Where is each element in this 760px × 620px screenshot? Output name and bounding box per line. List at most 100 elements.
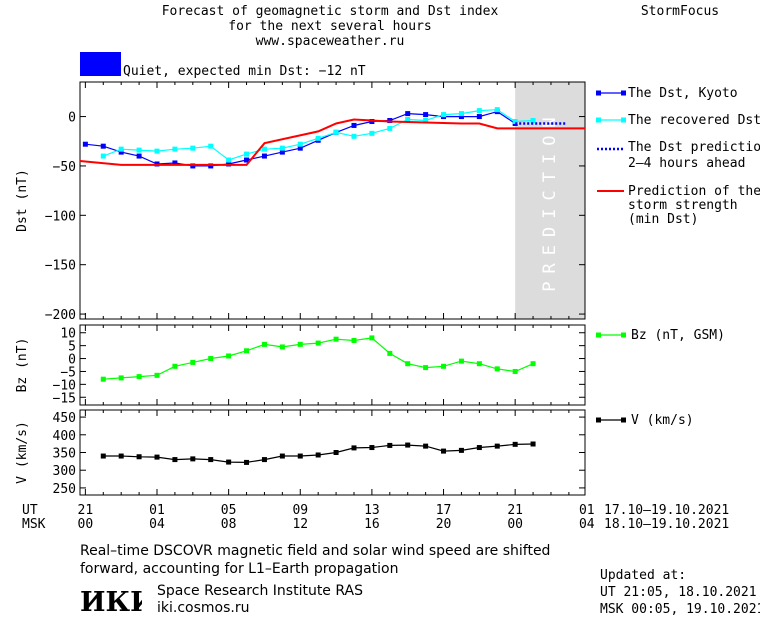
iki-logo-text: ИКИ [80,587,142,618]
data-point [494,443,500,449]
chart-title: Forecast of geomagnetic storm and Dst in… [80,4,580,49]
data-point [315,135,321,141]
y-tick-label: 10 [60,327,76,342]
data-point [297,453,303,459]
legend-v-marker [596,417,601,423]
y-tick-label: 300 [53,464,76,479]
data-point [512,368,518,374]
data-point [279,145,285,151]
data-point [423,112,429,118]
data-point [369,445,375,451]
data-point [136,374,142,380]
data-point [476,445,482,451]
data-point [315,340,321,346]
y-tick-label: −5 [60,365,76,380]
institute-url[interactable]: iki.cosmos.ru [157,600,250,616]
data-point [136,147,142,153]
data-point [494,366,500,372]
data-point [351,122,357,128]
ut-tick-label: 13 [364,503,380,518]
title-line-3: www.spaceweather.ru [255,34,405,49]
data-point [369,335,375,341]
y-tick-label: −150 [45,259,76,274]
ut-tick-label: 21 [507,503,523,518]
data-point [476,114,482,120]
status-text: Quiet, expected min Dst: −12 nT [123,64,366,79]
data-point [154,148,160,154]
data-point [530,361,536,367]
data-point [494,107,500,113]
msk-tick-label: 16 [364,517,380,532]
legend-bz-marker [621,332,626,338]
data-point [405,117,411,123]
data-point [118,453,124,459]
series-line-1-1 [85,110,516,167]
y-axis-label: Bz (nT) [15,338,30,393]
y-axis-label: Dst (nT) [15,169,30,232]
msk-date-range: 18.10–19.10.2021 [604,517,729,532]
data-point [100,376,106,382]
data-point [405,442,411,448]
data-point [100,153,106,159]
legend-kyoto-marker [596,90,601,96]
updated-ut: UT 21:05, 18.10.2021 [600,585,757,600]
data-point [423,443,429,449]
legend-storm-1: Prediction of the [628,184,760,199]
data-point [118,146,124,152]
legend-dst-kyoto: The Dst, Kyoto [628,86,738,101]
y-tick-label: −10 [53,378,76,393]
updated-block: Updated at: UT 21:05, 18.10.2021 MSK 00:… [600,567,760,618]
ut-axis-label: UT [22,503,38,518]
msk-tick-label: 00 [507,517,523,532]
legend-recovered-marker [621,117,626,123]
data-point [136,454,142,460]
legend-bz: Bz (nT, GSM) [631,328,725,343]
data-point [154,454,160,460]
data-point [226,353,232,359]
legend-recovered-marker [596,117,601,123]
ut-tick-label: 09 [292,503,308,518]
title-line-1: Forecast of geomagnetic storm and Dst in… [161,4,499,19]
data-point [441,112,447,118]
updated-msk: MSK 00:05, 19.10.2021 [600,602,760,617]
data-point [333,450,339,455]
data-point [530,118,536,124]
data-point [333,129,339,135]
y-tick-label: 5 [68,340,76,355]
data-point [512,119,518,124]
data-point [244,151,250,157]
institute-name: Space Research Institute RAS [157,583,363,599]
data-point [512,441,518,447]
data-point [226,157,232,163]
data-point [261,153,267,159]
ut-tick-label: 17 [436,503,452,518]
legend-v: V (km/s) [631,413,694,428]
y-tick-label: 450 [53,411,76,426]
y-tick-label: 250 [53,482,76,497]
data-point [297,341,303,347]
updated-label: Updated at: [600,568,687,583]
data-point [530,441,536,447]
data-point [351,133,357,139]
data-point [387,125,393,131]
data-point [100,143,106,149]
data-point [351,337,357,343]
data-point [118,375,124,381]
data-point [244,348,250,354]
iki-logo: ИКИ [80,587,142,618]
ut-date-range: 17.10–19.10.2021 [604,503,729,518]
data-point [208,457,214,463]
institute: Space Research Institute RAS iki.cosmos.… [157,583,363,617]
data-point [136,153,142,159]
legend-dst-recovered: The recovered Dst [628,113,760,128]
legend-dst-prediction-2: 2–4 hours ahead [628,156,745,171]
data-point [118,149,124,155]
data-point [190,145,196,151]
panel-frame-1 [79,81,586,320]
data-point [423,365,429,371]
data-point [423,118,429,124]
data-point [244,157,250,163]
data-point [476,108,482,114]
y-tick-label: −100 [45,209,76,224]
